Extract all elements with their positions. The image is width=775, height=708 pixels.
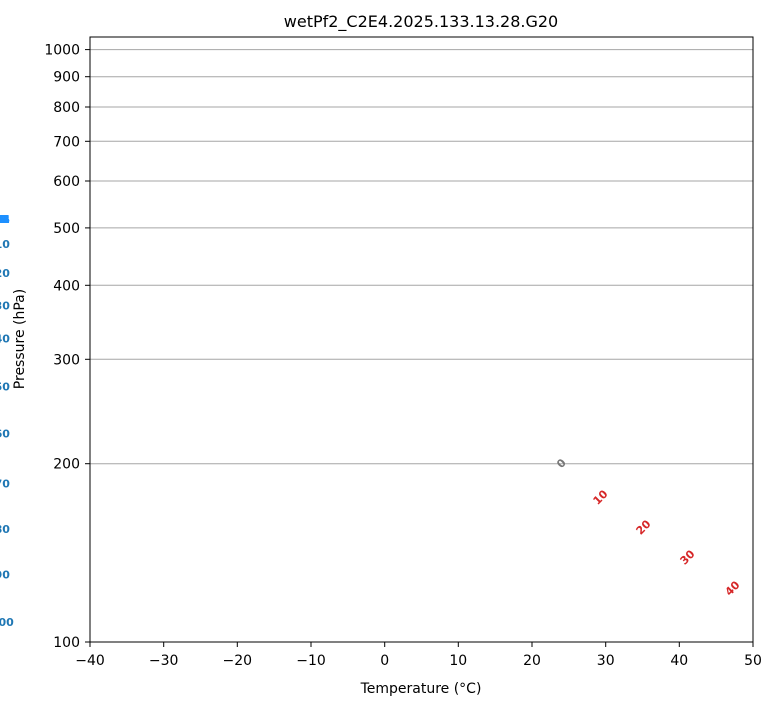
mixing-ratio-label: 2: [0, 213, 4, 226]
x-tick-label: −20: [223, 653, 253, 669]
x-tick-label: 50: [744, 653, 762, 669]
mixing-ratio-label: 0.1: [0, 213, 10, 226]
isotherm-label: -80: [0, 523, 10, 536]
x-tick-label: 20: [523, 653, 541, 669]
y-axis: 100 200 300 400 500 600 700 800 900 1000: [44, 43, 90, 651]
y-tick-label: 400: [53, 278, 80, 294]
mixing-ratio-label: 0.2: [0, 213, 10, 226]
mixing-ratio-label: 20: [0, 213, 8, 226]
isotherm-label: -10: [0, 238, 10, 251]
x-tick-label: 40: [670, 653, 688, 669]
mixing-ratio-label: 6: [0, 213, 4, 226]
y-tick-label: 100: [53, 635, 80, 651]
isotherm-label: -50: [0, 380, 10, 393]
plot-frame: [89, 36, 754, 643]
x-axis: −40 −30 −20 −10 0 10 20 30 40 50: [75, 642, 762, 669]
plot-background: [90, 37, 753, 642]
x-tick-label: −40: [75, 653, 105, 669]
x-tick-label: 10: [449, 653, 467, 669]
mixing-ratio-label: 4: [0, 213, 4, 226]
x-tick-label: −10: [296, 653, 326, 669]
x-axis-label: Temperature (°C): [360, 681, 482, 697]
isotherm-label: -70: [0, 478, 10, 491]
mixing-ratio-label: 10: [0, 213, 8, 226]
line-labels: -100 -90 -80 -70 -60 -50 -40 -30 -20 -10 0.10.20.4…: [0, 213, 743, 629]
mixing-ratio-label: 1: [0, 213, 4, 226]
y-tick-label: 500: [53, 221, 80, 237]
mixing-ratio-label: 25: [0, 213, 8, 226]
mixing-ratio-label: 16: [0, 213, 8, 226]
pressure-gridlines: [90, 49, 753, 642]
mixing-ratio-label: 30: [0, 213, 8, 226]
mixing-ratio-label: 36: [0, 213, 8, 226]
x-tick-label: 30: [597, 653, 615, 669]
mixing-ratio-label: 1.5: [0, 213, 10, 226]
y-axis-label: Pressure (hPa): [12, 289, 28, 389]
mixing-ratio-label: 13: [0, 213, 8, 226]
isotherm-label: -60: [0, 427, 10, 440]
isotherm-label: -100: [0, 616, 14, 629]
isotherm-label: -30: [0, 299, 10, 312]
chart-title: wetPf2_C2E4.2025.133.13.28.G20: [284, 12, 558, 32]
y-tick-label: 700: [53, 134, 80, 150]
isotherm-label: -40: [0, 333, 10, 346]
y-tick-label: 1000: [44, 43, 80, 59]
isotherm-label: -20: [0, 267, 10, 280]
y-tick-label: 900: [53, 70, 80, 86]
x-tick-label: 0: [380, 653, 389, 669]
mixing-ratio-label: 3: [0, 213, 4, 226]
mixing-ratio-label: 0.4: [0, 213, 10, 226]
mixing-ratio-label: 8: [0, 213, 4, 226]
x-tick-label: −30: [149, 653, 179, 669]
y-tick-label: 600: [53, 174, 80, 190]
y-tick-label: 800: [53, 100, 80, 116]
isotherm-label: -90: [0, 569, 10, 582]
mixing-ratio-label: 0.6: [0, 213, 10, 226]
y-tick-label: 300: [53, 352, 80, 368]
y-tick-label: 200: [53, 457, 80, 473]
